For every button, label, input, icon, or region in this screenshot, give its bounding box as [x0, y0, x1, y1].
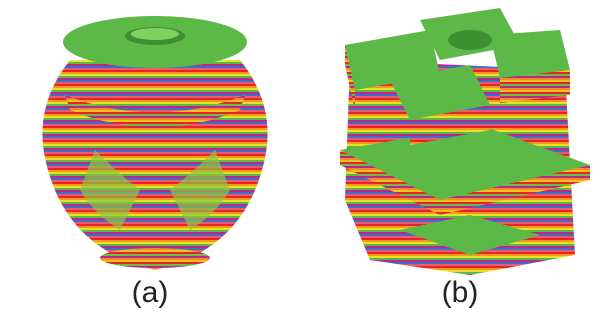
panel-label: (a) — [132, 276, 169, 309]
object-a — [42, 16, 268, 270]
panel-label: (b) — [442, 276, 479, 309]
object-b — [340, 8, 590, 275]
